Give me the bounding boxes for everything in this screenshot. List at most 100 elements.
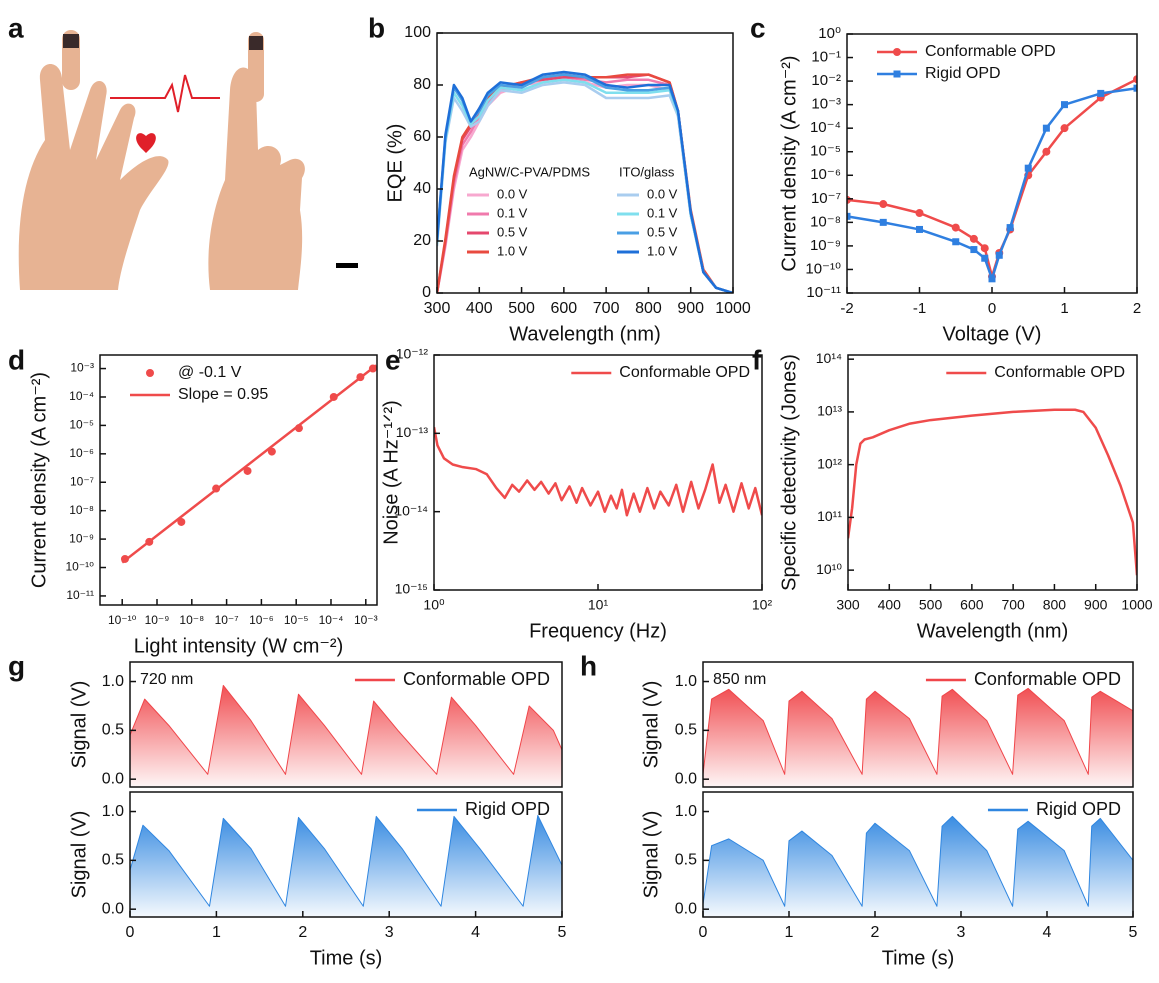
y-tick-label: 0.0 bbox=[102, 900, 124, 917]
y-tick-label: 10⁻² bbox=[811, 72, 841, 89]
marker bbox=[996, 252, 1003, 259]
legend-label: Rigid OPD bbox=[925, 65, 1001, 82]
axes-frame bbox=[848, 355, 1137, 590]
marker bbox=[1007, 224, 1014, 231]
marker bbox=[1042, 148, 1050, 156]
y-axis-label: Signal (V) bbox=[68, 681, 90, 769]
page: a b3004005006007008009001000020406080100… bbox=[0, 0, 1159, 983]
y-tick-label: 0.5 bbox=[675, 722, 697, 739]
y-tick-label: 10¹³ bbox=[817, 403, 842, 419]
plot-area bbox=[848, 410, 1137, 576]
y-tick-label: 10⁻³ bbox=[811, 96, 841, 113]
x-tick-label: 2 bbox=[871, 924, 880, 941]
y-axis-label: EQE (%) bbox=[384, 124, 406, 203]
legend-label: 0.1 V bbox=[647, 205, 678, 220]
x-tick-label: 10⁻⁵ bbox=[284, 613, 309, 627]
panel-label: b bbox=[368, 12, 385, 43]
y-tick-label: 10⁻⁴ bbox=[69, 389, 94, 403]
y-tick-label: 0.5 bbox=[102, 852, 124, 869]
x-tick-label: 1 bbox=[1060, 300, 1068, 317]
y-tick-label: 100 bbox=[404, 24, 431, 41]
panel: c-2-101210⁻¹¹10⁻¹⁰10⁻⁹10⁻⁸10⁻⁷10⁻⁶10⁻⁵10… bbox=[750, 12, 1141, 345]
marker bbox=[1061, 101, 1068, 108]
legend-label: @ -0.1 V bbox=[178, 364, 242, 381]
legend-label: 1.0 V bbox=[647, 243, 678, 258]
x-tick-label: 500 bbox=[919, 597, 943, 613]
y-tick-label: 60 bbox=[413, 128, 431, 145]
y-tick-label: 10⁻¹¹ bbox=[806, 284, 841, 301]
x-tick-label: 600 bbox=[551, 300, 578, 317]
plot-area bbox=[130, 685, 562, 787]
y-tick-label: 0.0 bbox=[102, 770, 124, 787]
plot-area bbox=[434, 427, 762, 515]
x-tick-label: 10⁻⁷ bbox=[215, 613, 239, 627]
marker bbox=[1061, 124, 1069, 132]
y-tick-label: 10⁻³ bbox=[70, 361, 94, 375]
x-tick-label: 10¹ bbox=[588, 597, 609, 613]
y-axis-label: Signal (V) bbox=[640, 811, 662, 899]
y-tick-label: 10⁻⁴ bbox=[810, 119, 841, 136]
annotation: 720 nm bbox=[140, 671, 193, 688]
legend-label: Conformable OPD bbox=[974, 669, 1121, 689]
marker bbox=[916, 226, 923, 233]
signal-area bbox=[703, 688, 1133, 787]
x-tick-label: 3 bbox=[385, 924, 394, 941]
panel-label: a bbox=[8, 12, 24, 43]
plot-area bbox=[703, 688, 1133, 787]
y-tick-label: 10⁻⁷ bbox=[811, 190, 841, 207]
panel: g0.00.51.0Signal (V)720 nmConformable OP… bbox=[8, 650, 562, 787]
scale-bar bbox=[336, 263, 358, 268]
plot-area bbox=[130, 815, 562, 917]
x-tick-label: 500 bbox=[508, 300, 535, 317]
axes-frame bbox=[437, 33, 733, 293]
x-tick-label: 900 bbox=[1084, 597, 1108, 613]
x-tick-label: 2 bbox=[1133, 300, 1141, 317]
x-tick-label: 700 bbox=[1001, 597, 1025, 613]
y-tick-label: 10⁻⁸ bbox=[810, 213, 841, 230]
legend-label: Slope = 0.95 bbox=[178, 386, 268, 403]
y-axis-label: Specific detectivity (Jones) bbox=[778, 354, 800, 591]
x-tick-label: -2 bbox=[840, 300, 853, 317]
x-tick-label: -1 bbox=[913, 300, 926, 317]
x-tick-label: 400 bbox=[466, 300, 493, 317]
x-tick-label: 5 bbox=[558, 924, 567, 941]
y-tick-label: 0.0 bbox=[675, 900, 697, 917]
x-tick-label: 900 bbox=[677, 300, 704, 317]
legend-label: 0.5 V bbox=[647, 224, 678, 239]
series-line bbox=[437, 72, 733, 293]
x-tick-label: 10² bbox=[752, 597, 773, 613]
device bbox=[249, 36, 263, 50]
x-axis-label: Light intensity (W cm⁻²) bbox=[134, 635, 343, 657]
panel-label: g bbox=[8, 650, 25, 681]
y-tick-label: 10⁻⁹ bbox=[810, 237, 841, 254]
x-tick-label: 10⁻⁹ bbox=[145, 613, 170, 627]
legend-label: Conformable OPD bbox=[619, 364, 750, 381]
marker bbox=[879, 200, 887, 208]
series-line bbox=[848, 410, 1137, 576]
figure: a b3004005006007008009001000020406080100… bbox=[0, 0, 1159, 983]
y-tick-label: 1.0 bbox=[102, 803, 124, 820]
x-tick-label: 3 bbox=[957, 924, 966, 941]
y-tick-label: 10¹² bbox=[817, 455, 842, 471]
y-tick-label: 80 bbox=[413, 76, 431, 93]
x-tick-label: 0 bbox=[988, 300, 996, 317]
y-tick-label: 10⁻⁶ bbox=[69, 446, 94, 460]
plot-area bbox=[437, 72, 733, 293]
marker bbox=[970, 246, 977, 253]
marker bbox=[981, 255, 988, 262]
panel-label: c bbox=[750, 12, 766, 43]
y-axis-label: Signal (V) bbox=[68, 811, 90, 899]
legend-group-title: ITO/glass bbox=[619, 164, 675, 179]
legend-label: 0.1 V bbox=[497, 205, 528, 220]
plot-area bbox=[843, 75, 1141, 282]
x-tick-label: 0 bbox=[699, 924, 708, 941]
y-tick-label: 10¹⁰ bbox=[816, 561, 842, 577]
y-tick-label: 10⁻¹⁰ bbox=[805, 260, 841, 277]
x-tick-label: 300 bbox=[836, 597, 860, 613]
y-tick-label: 10⁻¹¹ bbox=[66, 588, 94, 602]
y-tick-label: 1.0 bbox=[102, 673, 124, 690]
y-tick-label: 0.0 bbox=[675, 770, 697, 787]
